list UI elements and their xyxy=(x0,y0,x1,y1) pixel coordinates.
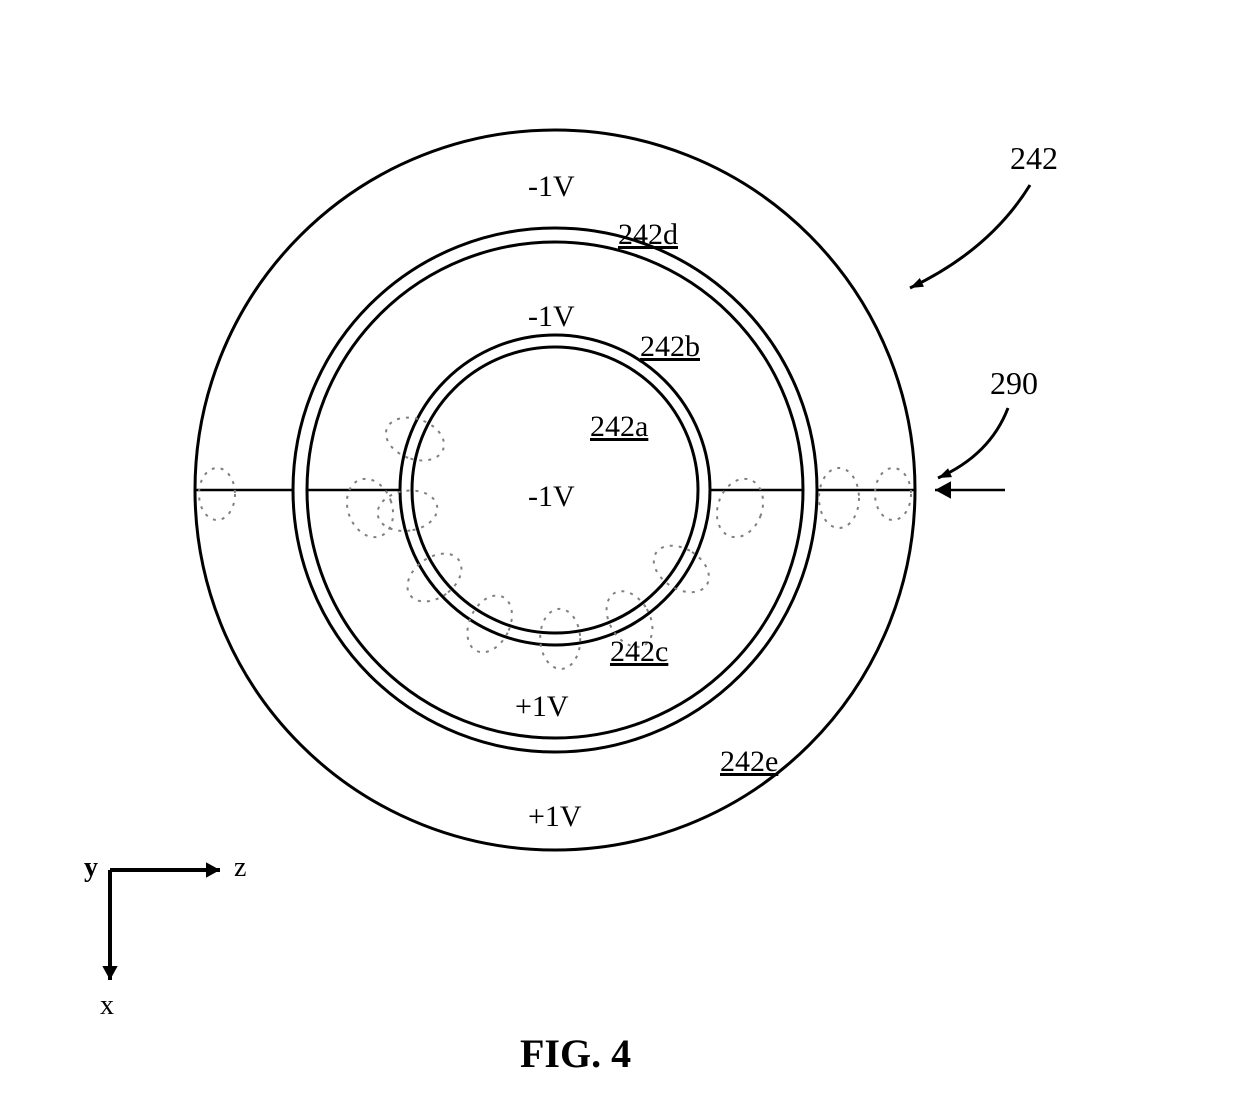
ref-242d: 242d xyxy=(618,218,678,252)
voltage-ring-top: -1V xyxy=(528,300,575,334)
voltage-center: -1V xyxy=(528,480,575,514)
figure-caption: FIG. 4 xyxy=(520,1030,631,1077)
callout-242: 242 xyxy=(1010,140,1058,177)
ref-242e: 242e xyxy=(720,745,778,779)
ref-242b: 242b xyxy=(640,330,700,364)
voltage-outer-bottom: +1V xyxy=(528,800,582,834)
axis-label-y: y xyxy=(84,852,98,884)
axis-label-z: z xyxy=(234,852,246,884)
callout-290: 290 xyxy=(990,365,1038,402)
ref-242a: 242a xyxy=(590,410,648,444)
voltage-ring-bottom: +1V xyxy=(515,690,569,724)
figure-stage: -1V -1V -1V +1V +1V 242a 242b 242c 242d … xyxy=(0,0,1240,1105)
axis-label-x: x xyxy=(100,990,114,1022)
voltage-outer-top: -1V xyxy=(528,170,575,204)
ref-242c: 242c xyxy=(610,635,668,669)
